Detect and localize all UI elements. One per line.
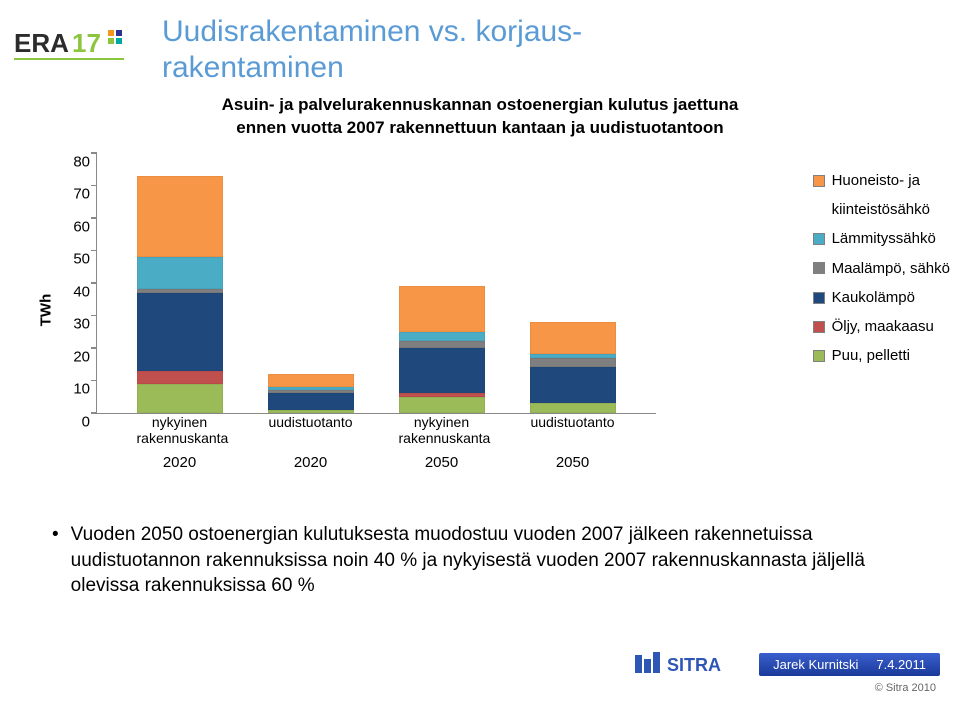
legend-label: Öljy, maakaasu bbox=[832, 312, 934, 341]
x-year-label: 2050 bbox=[399, 454, 485, 471]
y-tick-label: 80 bbox=[73, 153, 90, 170]
bar-segment-puu bbox=[530, 403, 616, 413]
bar-segment-oljy bbox=[137, 371, 223, 384]
footer-author: Jarek Kurnitski bbox=[773, 657, 858, 672]
bar-segment-puu bbox=[399, 397, 485, 413]
legend-label: Huoneisto- ja bbox=[832, 166, 920, 195]
x-year-label: 2020 bbox=[268, 454, 354, 471]
y-tick-mark bbox=[91, 250, 97, 252]
chart-bar bbox=[268, 374, 354, 413]
svg-text:17: 17 bbox=[72, 28, 101, 58]
footer: SITRA Jarek Kurnitski 7.4.2011 © Sitra 2… bbox=[635, 649, 940, 694]
bar-segment-huoneisto bbox=[137, 176, 223, 257]
y-tick-mark bbox=[91, 217, 97, 219]
bar-segment-puu bbox=[137, 384, 223, 413]
subtitle-line-2: ennen vuotta 2007 rakennettuun kantaan j… bbox=[80, 117, 880, 140]
bullet-item: • Vuoden 2050 ostoenergian kulutuksesta … bbox=[52, 522, 920, 599]
copyright: © Sitra 2010 bbox=[635, 682, 940, 694]
era17-logo: ERA 17 bbox=[14, 14, 144, 84]
y-tick-mark bbox=[91, 282, 97, 284]
y-tick-mark bbox=[91, 347, 97, 349]
y-tick-label: 0 bbox=[82, 413, 90, 430]
bar-segment-kauko bbox=[399, 348, 485, 394]
legend-swatch bbox=[813, 321, 825, 333]
bar-segment-huoneisto bbox=[399, 286, 485, 332]
y-tick-label: 40 bbox=[73, 283, 90, 300]
y-axis: 01020304050607080 bbox=[60, 154, 96, 414]
y-tick-label: 50 bbox=[73, 251, 90, 268]
footer-bar: Jarek Kurnitski 7.4.2011 bbox=[759, 653, 940, 676]
bullet-text: Vuoden 2050 ostoenergian kulutuksesta mu… bbox=[71, 522, 920, 599]
x-category-label: uudistuotanto bbox=[268, 414, 354, 446]
legend-swatch bbox=[813, 262, 825, 274]
y-tick-mark bbox=[91, 315, 97, 317]
chart-bar bbox=[530, 322, 616, 413]
legend-item: Maalämpö, sähkö bbox=[813, 254, 950, 283]
bar-segment-kauko bbox=[268, 393, 354, 409]
y-tick-mark bbox=[91, 152, 97, 154]
x-category-label: nykyinenrakennuskanta bbox=[137, 414, 223, 446]
legend-label: Lämmityssähkö bbox=[832, 224, 936, 253]
legend-item: Lämmityssähkö bbox=[813, 224, 950, 253]
legend-swatch bbox=[813, 292, 825, 304]
legend-label: Kaukolämpö bbox=[832, 283, 915, 312]
y-tick-label: 70 bbox=[73, 186, 90, 203]
y-tick-label: 60 bbox=[73, 218, 90, 235]
y-tick-label: 20 bbox=[73, 348, 90, 365]
bar-segment-lammitys bbox=[399, 332, 485, 342]
x-year-label: 2020 bbox=[137, 454, 223, 471]
bar-segment-kauko bbox=[137, 293, 223, 371]
x-category-label: uudistuotanto bbox=[530, 414, 616, 446]
bar-segment-lammitys bbox=[137, 257, 223, 290]
bar-segment-maalampo bbox=[530, 358, 616, 368]
legend-item: kiinteistösähkö bbox=[813, 195, 950, 224]
chart-legend: Huoneisto- jakiinteistösähköLämmityssähk… bbox=[813, 166, 950, 371]
bullet-block: • Vuoden 2050 ostoenergian kulutuksesta … bbox=[52, 522, 920, 599]
legend-item: Öljy, maakaasu bbox=[813, 312, 950, 341]
y-tick-mark bbox=[91, 380, 97, 382]
svg-text:ERA: ERA bbox=[14, 28, 69, 58]
y-tick-label: 30 bbox=[73, 316, 90, 333]
chart-subtitle: Asuin- ja palvelurakennuskannan ostoener… bbox=[80, 94, 880, 140]
x-axis-years: 2020 2020 2050 2050 bbox=[96, 454, 656, 471]
legend-swatch bbox=[813, 233, 825, 245]
legend-label: Puu, pelletti bbox=[832, 341, 910, 370]
x-year-label: 2050 bbox=[530, 454, 616, 471]
legend-item: Kaukolämpö bbox=[813, 283, 950, 312]
title-line-2: rakentaminen bbox=[162, 50, 940, 86]
legend-item: Huoneisto- ja bbox=[813, 166, 950, 195]
footer-date: 7.4.2011 bbox=[876, 657, 926, 672]
bar-segment-puu bbox=[268, 410, 354, 413]
bar-segment-kauko bbox=[530, 367, 616, 403]
y-tick-mark bbox=[91, 185, 97, 187]
subtitle-line-1: Asuin- ja palvelurakennuskannan ostoener… bbox=[80, 94, 880, 117]
bar-segment-huoneisto bbox=[530, 322, 616, 355]
title-line-1: Uudisrakentaminen vs. korjaus- bbox=[162, 14, 940, 50]
svg-text:SITRA: SITRA bbox=[667, 655, 721, 675]
chart-plot bbox=[96, 154, 656, 414]
x-axis-labels: nykyinenrakennuskanta uudistuotanto nykyin… bbox=[96, 414, 656, 446]
y-axis-label: TWh bbox=[38, 294, 55, 326]
chart-bar bbox=[399, 286, 485, 413]
y-tick-label: 10 bbox=[73, 381, 90, 398]
page-title: Uudisrakentaminen vs. korjaus- rakentami… bbox=[162, 14, 940, 86]
legend-swatch bbox=[813, 350, 825, 362]
legend-label: kiinteistösähkö bbox=[832, 195, 930, 224]
bar-segment-huoneisto bbox=[268, 374, 354, 387]
header: ERA 17 Uudisrakentaminen vs. korjaus- ra… bbox=[0, 0, 960, 86]
chart-bar bbox=[137, 176, 223, 413]
sitra-logo: SITRA bbox=[635, 649, 745, 679]
legend-swatch bbox=[813, 175, 825, 187]
bullet-marker-icon: • bbox=[52, 522, 59, 599]
legend-label: Maalämpö, sähkö bbox=[832, 254, 950, 283]
x-category-label: nykyinenrakennuskanta bbox=[399, 414, 485, 446]
chart-area: TWh 01020304050607080 nykyinenrakennuska… bbox=[60, 150, 940, 470]
legend-item: Puu, pelletti bbox=[813, 341, 950, 370]
